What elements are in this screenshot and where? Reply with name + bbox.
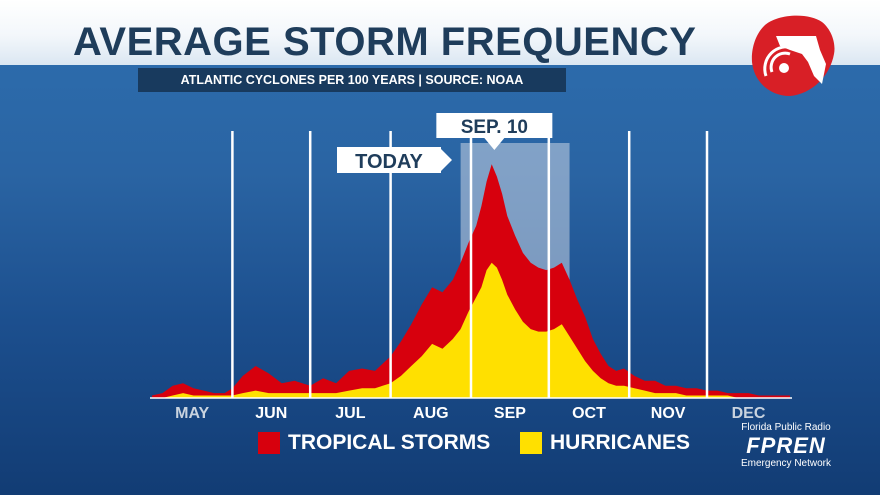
month-label-nov: NOV (651, 405, 686, 422)
legend-label-hurricanes: HURRICANES (550, 431, 691, 454)
peak-callout-label: SEP. 10 (461, 117, 528, 138)
page-title: AVERAGE STORM FREQUENCY (73, 20, 697, 64)
network-name: FPREN (746, 433, 826, 458)
network-top-text: Florida Public Radio (741, 422, 831, 433)
legend-label-tropical-storms: TROPICAL STORMS (288, 431, 491, 454)
today-callout-label: TODAY (355, 151, 423, 173)
today-callout-box (337, 147, 441, 173)
month-label-jul: JUL (335, 405, 365, 422)
subtitle-bar: ATLANTIC CYCLONES PER 100 YEARS | SOURCE… (138, 68, 566, 92)
month-label-sep: SEP (494, 405, 526, 422)
legend-swatch-hurricanes (520, 432, 542, 454)
month-label-jun: JUN (255, 405, 287, 422)
month-label-oct: OCT (572, 405, 606, 422)
florida-storm-icon (751, 15, 835, 96)
fpren-logo: Florida Public Radio FPREN Emergency Net… (722, 422, 850, 470)
peak-callout-box (436, 113, 553, 138)
peak-callout-pointer (484, 138, 505, 150)
legend-swatch-tropical-storms (258, 432, 280, 454)
month-label-aug: AUG (413, 405, 449, 422)
legend-item-hurricanes: HURRICANES (520, 430, 690, 456)
today-callout-arrow (441, 149, 452, 171)
network-bottom-text: Emergency Network (740, 458, 832, 469)
legend-item-tropical-storms: TROPICAL STORMS (258, 430, 490, 456)
month-label-dec: DEC (732, 405, 766, 422)
header-band (0, 0, 880, 65)
month-label-may: MAY (175, 405, 209, 422)
